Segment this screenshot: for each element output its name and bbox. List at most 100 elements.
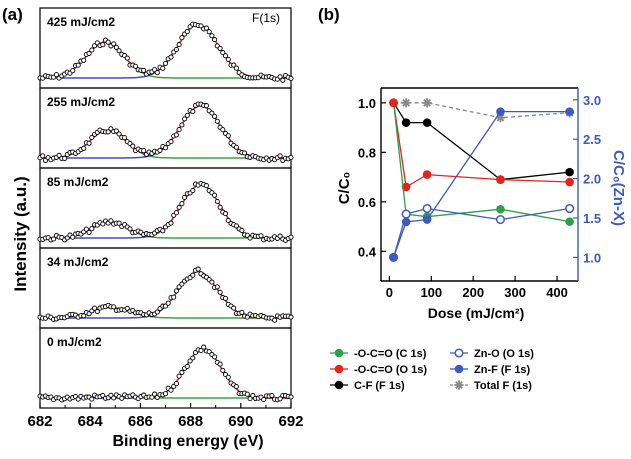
zn-component-curve bbox=[40, 23, 291, 79]
series-line bbox=[393, 102, 570, 119]
data-point bbox=[53, 72, 59, 78]
data-point bbox=[288, 314, 294, 320]
data-point bbox=[179, 122, 185, 128]
data-point bbox=[40, 153, 46, 159]
data-point bbox=[100, 221, 106, 227]
data-point bbox=[198, 23, 204, 29]
data-point bbox=[89, 47, 95, 53]
panel-a-annotation: F(1s) bbox=[252, 11, 280, 25]
panel-a-label: (a) bbox=[2, 5, 23, 24]
data-point bbox=[217, 45, 223, 51]
x-tick-label: 688 bbox=[178, 413, 203, 430]
data-point bbox=[154, 309, 160, 315]
data-point bbox=[242, 150, 248, 156]
data-point bbox=[86, 140, 92, 146]
data-point bbox=[401, 217, 411, 227]
data-point bbox=[212, 37, 218, 43]
data-point bbox=[496, 175, 505, 184]
legend-label: Zn-O (O 1s) bbox=[474, 348, 534, 360]
data-point bbox=[401, 209, 411, 219]
spectrum-panel: 34 mJ/cm2 bbox=[37, 247, 294, 329]
legend-swatch-marker bbox=[454, 380, 464, 390]
data-point bbox=[203, 25, 209, 31]
data-point bbox=[422, 215, 432, 224]
panel-b-ylabel-left: C/C₀ bbox=[336, 172, 353, 205]
envelope-curve bbox=[40, 270, 291, 319]
data-point bbox=[190, 355, 196, 361]
spectrum-label: 425 mJ/cm2 bbox=[47, 15, 115, 29]
series-zno_o1s bbox=[389, 203, 575, 262]
spectrum-label: 255 mJ/cm2 bbox=[47, 95, 115, 109]
data-point bbox=[217, 361, 223, 367]
data-point bbox=[119, 395, 125, 401]
data-point bbox=[214, 118, 220, 124]
data-point bbox=[173, 132, 179, 138]
data-point bbox=[190, 187, 196, 194]
legend-swatch-marker bbox=[334, 348, 344, 358]
data-point bbox=[209, 110, 215, 116]
data-point bbox=[113, 128, 119, 134]
data-point bbox=[272, 317, 278, 323]
data-point bbox=[212, 192, 218, 198]
legend-item-zno_o1s: Zn-O (O 1s) bbox=[450, 348, 534, 360]
data-point bbox=[70, 234, 76, 240]
b-yr-tick-label: 1.0 bbox=[583, 250, 601, 265]
legend-label: C-F (F 1s) bbox=[354, 380, 405, 392]
data-point bbox=[51, 236, 57, 242]
envelope-curve bbox=[40, 347, 291, 399]
data-point bbox=[83, 226, 89, 232]
legend-item-ocoo_o1s: -O-C=O (O 1s) bbox=[330, 364, 427, 376]
data-point bbox=[203, 183, 209, 189]
data-point bbox=[261, 396, 267, 403]
data-point bbox=[160, 65, 166, 71]
data-point bbox=[149, 394, 155, 400]
data-point bbox=[116, 48, 122, 54]
series-line bbox=[392, 110, 570, 258]
data-point bbox=[401, 118, 411, 127]
data-point bbox=[214, 284, 220, 290]
data-point bbox=[565, 217, 574, 226]
data-point bbox=[233, 144, 239, 150]
data-point bbox=[258, 233, 264, 239]
cf-component-curve bbox=[40, 41, 291, 79]
data-point bbox=[168, 139, 174, 145]
data-point bbox=[269, 392, 275, 399]
spectrum-panel: 255 mJ/cm2 bbox=[37, 87, 294, 169]
data-point bbox=[277, 153, 283, 159]
legend-swatch-marker bbox=[454, 348, 464, 358]
data-point bbox=[422, 170, 432, 179]
legend-swatch-marker bbox=[334, 364, 344, 374]
data-point bbox=[247, 396, 253, 402]
data-point bbox=[168, 387, 174, 393]
data-point bbox=[176, 127, 182, 133]
spectrum-panel: 85 mJ/cm2 bbox=[37, 167, 294, 249]
data-point bbox=[198, 347, 204, 354]
b-yr-tick-label: 3.0 bbox=[583, 93, 601, 108]
data-point bbox=[222, 53, 229, 59]
data-point bbox=[220, 367, 226, 373]
data-point bbox=[231, 305, 237, 311]
data-point bbox=[130, 143, 136, 149]
asterisk-stroke bbox=[455, 381, 463, 389]
data-point bbox=[212, 354, 218, 360]
legend-item-cf_f1s: C-F (F 1s) bbox=[330, 380, 405, 392]
b-yr-tick-label: 1.5 bbox=[583, 211, 601, 226]
data-point bbox=[187, 358, 193, 364]
x-tick-label: 690 bbox=[228, 413, 253, 430]
data-point bbox=[277, 396, 283, 402]
b-x-tick-label: 300 bbox=[504, 285, 526, 300]
data-point bbox=[89, 226, 95, 232]
data-point bbox=[154, 70, 160, 76]
spectrum-label: 85 mJ/cm2 bbox=[47, 175, 109, 189]
b-yl-tick-label: 0.6 bbox=[358, 195, 376, 210]
legend-swatch-marker bbox=[334, 380, 344, 390]
data-point bbox=[195, 266, 201, 272]
data-point bbox=[422, 98, 432, 108]
legend-item-znf_f1s: Zn-F (F 1s) bbox=[450, 364, 531, 376]
b-yr-tick-label: 2.5 bbox=[583, 132, 601, 147]
data-point bbox=[124, 55, 130, 61]
data-point bbox=[179, 201, 185, 207]
data-point bbox=[184, 112, 190, 118]
data-point bbox=[162, 145, 169, 151]
